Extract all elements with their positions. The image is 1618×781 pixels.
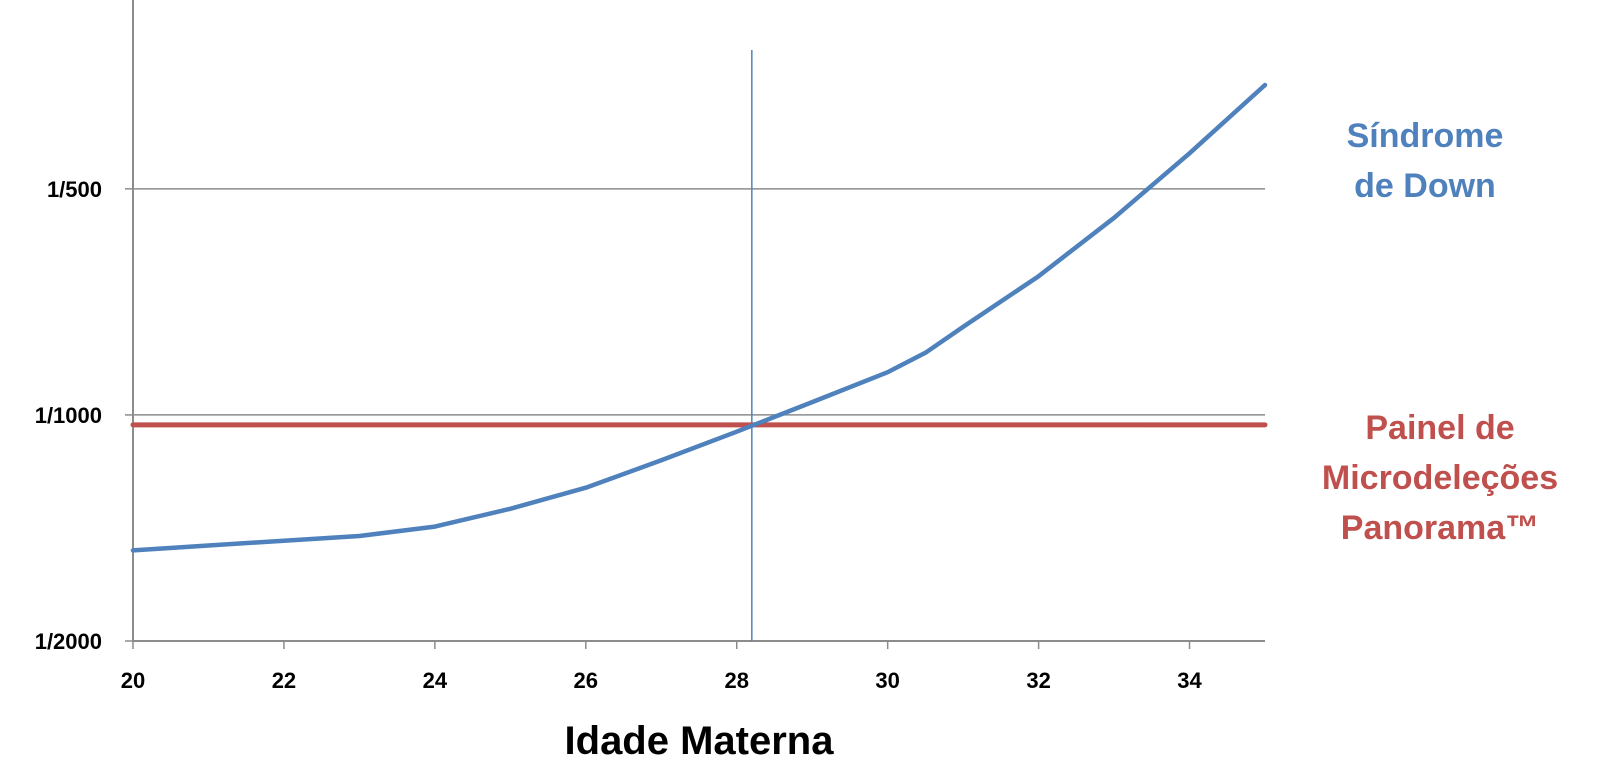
series-label-line: Microdeleções <box>1321 459 1559 497</box>
series-line-down-syndrome <box>130 82 1268 553</box>
x-tick-labels: 20 22 24 26 28 30 32 34 <box>121 668 1203 693</box>
series-label-line: de Down <box>1354 167 1496 205</box>
y-tick-label: 1/1000 <box>35 403 102 428</box>
x-tick-label: 34 <box>1177 668 1202 693</box>
x-tick-label: 22 <box>272 668 296 693</box>
series-label-line: Painel de <box>1365 409 1515 447</box>
series-label-line: Síndrome <box>1346 117 1504 155</box>
series-label-down-syndrome: Síndrome de Down <box>1330 111 1520 211</box>
gridlines <box>125 188 1265 649</box>
x-tick-label: 20 <box>121 668 145 693</box>
x-tick-label: 24 <box>423 668 448 693</box>
series-label-line: Panorama™ <box>1340 509 1540 547</box>
x-tick-label: 26 <box>574 668 598 693</box>
series-label-microdeletion-panel: Painel de Microdeleções Panorama™ <box>1300 403 1580 553</box>
series-lines <box>130 82 1268 553</box>
x-tick-label: 32 <box>1026 668 1050 693</box>
x-tick-label: 28 <box>724 668 748 693</box>
y-tick-label: 1/500 <box>47 177 102 202</box>
y-tick-label: 1/2000 <box>35 629 102 654</box>
x-tick-label: 30 <box>875 668 899 693</box>
x-axis-title: Idade Materna <box>565 719 835 763</box>
